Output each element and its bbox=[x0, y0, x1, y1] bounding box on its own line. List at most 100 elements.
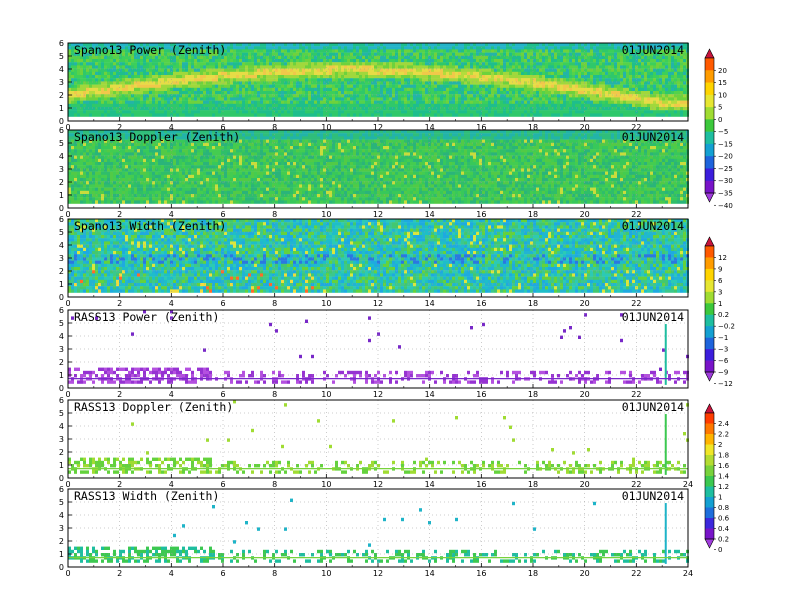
colorbar-c-swatch bbox=[705, 476, 714, 487]
panel-5-x-tick-label: 10 bbox=[321, 480, 331, 489]
panel-2-x-tick-label: 12 bbox=[373, 210, 383, 219]
colorbar-b-tick-label: −3 bbox=[718, 346, 728, 354]
panel-6-x-tick-label: 12 bbox=[373, 569, 383, 578]
colorbar-b-tick-label: 0.2 bbox=[718, 311, 729, 319]
colorbar-b-tick-label: 9 bbox=[718, 265, 722, 273]
panel-4-x-tick-label: 18 bbox=[528, 390, 538, 399]
colorbar-b-top-arrow bbox=[705, 237, 714, 246]
panel-2-x-tick-label: 18 bbox=[528, 210, 538, 219]
panel-2-x-tick-label: 10 bbox=[321, 210, 331, 219]
panel-4-y-tick-label: 3 bbox=[59, 345, 64, 354]
panel-3-x-tick-label: 16 bbox=[476, 299, 486, 308]
colorbar-b-tick-label: −9 bbox=[718, 369, 728, 377]
panel-5-x-tick-label: 16 bbox=[476, 480, 486, 489]
panel-6-y-tick-label: 1 bbox=[59, 550, 64, 559]
panel-5-date-label: 01JUN2014 bbox=[622, 400, 684, 414]
colorbar-c-swatch bbox=[705, 466, 714, 477]
panel-2-y-tick-label: 5 bbox=[59, 139, 64, 148]
colorbar-b-tick-label: 6 bbox=[718, 277, 723, 285]
colorbar-a-top-arrow bbox=[705, 49, 714, 58]
colorbar-a-tick-label: 5 bbox=[718, 104, 722, 112]
panel-2-y-tick-label: 6 bbox=[59, 126, 64, 135]
panel-6-x-tick-label: 16 bbox=[476, 569, 486, 578]
colorbar-b-swatch bbox=[705, 292, 714, 304]
panel-3-y-tick-label: 4 bbox=[59, 241, 64, 250]
panel-3-x-tick-label: 10 bbox=[321, 299, 331, 308]
panel-6-title: RASS13 Width (Zenith) bbox=[74, 489, 219, 503]
panel-5-x-tick-label: 6 bbox=[220, 480, 225, 489]
panel-5-x-tick-label: 14 bbox=[425, 480, 435, 489]
panel-2-y-tick-label: 2 bbox=[59, 178, 64, 187]
panel-1-y-tick-label: 2 bbox=[59, 91, 64, 100]
colorbar-c-top-arrow bbox=[705, 404, 714, 413]
panel-5-x-tick-label: 2 bbox=[117, 480, 122, 489]
colorbar-a-swatch bbox=[705, 119, 714, 132]
panel-2-x-tick-label: 4 bbox=[169, 210, 174, 219]
panel-2-x-tick-label: 8 bbox=[272, 210, 277, 219]
panel-6-y-tick-label: 6 bbox=[59, 485, 64, 494]
panel-3-y-tick-label: 0 bbox=[59, 293, 64, 302]
panel-3-x-tick-label: 8 bbox=[272, 299, 277, 308]
panel-1-y-tick-label: 0 bbox=[59, 117, 64, 126]
panel-3-y-tick-label: 2 bbox=[59, 267, 64, 276]
panel-5-title: RASS13 Doppler (Zenith) bbox=[74, 400, 233, 414]
colorbar-c-swatch bbox=[705, 518, 714, 529]
colorbar-c-tick-label: 0.6 bbox=[718, 515, 730, 523]
panel-3-x-tick-label: 12 bbox=[373, 299, 383, 308]
colorbar-a-tick-label: 15 bbox=[718, 79, 727, 87]
panel-5-x-tick-label: 12 bbox=[373, 480, 383, 489]
panel-4-x-tick-label: 22 bbox=[631, 390, 641, 399]
panel-6-x-tick-label: 22 bbox=[631, 569, 641, 578]
panel-1-y-tick-label: 5 bbox=[59, 52, 64, 61]
panel-6-y-tick-label: 4 bbox=[59, 511, 64, 520]
panel-3-x-tick-label: 18 bbox=[528, 299, 538, 308]
panel-6-y-tick-label: 2 bbox=[59, 537, 64, 546]
colorbar-c-tick-label: 1.4 bbox=[718, 473, 730, 481]
panel-2-x-tick-label: 14 bbox=[425, 210, 435, 219]
panel-4-x-tick-label: 16 bbox=[476, 390, 486, 399]
panel-5-x-tick-label: 18 bbox=[528, 480, 538, 489]
colorbar-b-tick-label: 1 bbox=[718, 300, 722, 308]
panel-2-x-tick-label: 6 bbox=[220, 210, 225, 219]
panel-6-y-tick-label: 5 bbox=[59, 498, 64, 507]
panel-3-title: Spano13 Width (Zenith) bbox=[74, 219, 226, 233]
colorbar-c-tick-label: 2.4 bbox=[718, 420, 730, 428]
colorbar-a-tick-label: −5 bbox=[718, 128, 728, 136]
colorbar-a-swatch bbox=[705, 107, 714, 120]
panel-3-x-tick-label: 0 bbox=[65, 299, 70, 308]
colorbar-c-swatch bbox=[705, 529, 714, 540]
panel-5-spike bbox=[665, 414, 667, 475]
panel-5-y-tick-label: 5 bbox=[59, 409, 64, 418]
colorbar-b-tick-label: 3 bbox=[718, 288, 722, 296]
panel-2-y-tick-label: 4 bbox=[59, 152, 64, 161]
colorbar-a-tick-label: 10 bbox=[718, 91, 727, 99]
panel-3-x-tick-label: 4 bbox=[169, 299, 174, 308]
panel-5-y-tick-label: 6 bbox=[59, 396, 64, 405]
panel-3-x-tick-label: 2 bbox=[117, 299, 122, 308]
panel-5-y-tick-label: 4 bbox=[59, 422, 64, 431]
colorbar-c-tick-label: 1.2 bbox=[718, 483, 729, 491]
panel-4-x-tick-label: 14 bbox=[425, 390, 435, 399]
colorbar-b-tick-label: −0.2 bbox=[718, 323, 735, 331]
colorbar-a-swatch bbox=[705, 70, 714, 83]
panel-6-x-tick-label: 10 bbox=[321, 569, 331, 578]
panel-1-date-label: 01JUN2014 bbox=[622, 43, 684, 57]
panel-3-x-tick-label: 6 bbox=[220, 299, 225, 308]
colorbar-b-swatch bbox=[705, 361, 714, 373]
panel-3-y-tick-label: 3 bbox=[59, 254, 64, 263]
colorbar-a-tick-label: −30 bbox=[718, 177, 733, 185]
panel-5-y-tick-label: 3 bbox=[59, 435, 64, 444]
panel-6-x-tick-label: 18 bbox=[528, 569, 538, 578]
colorbar-b-swatch bbox=[705, 246, 714, 258]
colorbar-b-swatch bbox=[705, 269, 714, 281]
panel-4-x-tick-label: 8 bbox=[272, 390, 277, 399]
panel-6-date-label: 01JUN2014 bbox=[622, 489, 684, 503]
panel-2-y-tick-label: 3 bbox=[59, 165, 64, 174]
colorbar-c-tick-label: 1.6 bbox=[718, 462, 730, 470]
colorbar-a-tick-label: −15 bbox=[718, 140, 733, 148]
panel-3-x-tick-label: 22 bbox=[631, 299, 641, 308]
